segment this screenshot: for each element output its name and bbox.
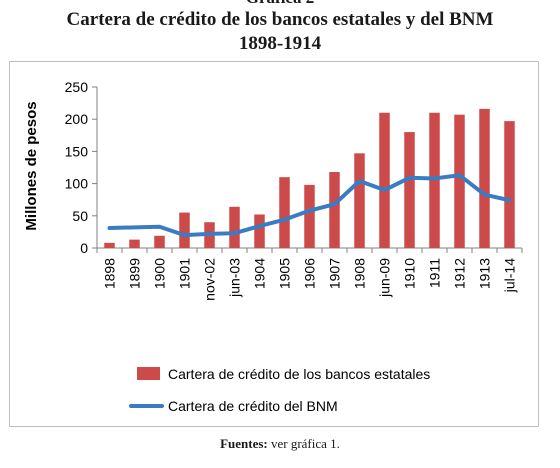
- bar-bancos-estatales: [354, 153, 365, 248]
- bar-bancos-estatales: [104, 242, 115, 248]
- x-tick-label: 1904: [252, 258, 268, 289]
- x-tick-label: nov-02: [202, 258, 218, 301]
- y-tick-label: 200: [65, 111, 89, 127]
- chart-title: Cartera de crédito de los bancos estatal…: [66, 9, 494, 30]
- y-tick-label: 50: [72, 208, 88, 224]
- x-tick-label: 1908: [352, 258, 368, 289]
- bar-bancos-estatales: [154, 235, 165, 248]
- bar-bancos-estatales: [254, 214, 265, 248]
- source-text: ver gráfica 1.: [267, 436, 340, 451]
- x-tick-label: 1905: [277, 258, 293, 289]
- x-tick-label: 1906: [302, 258, 318, 289]
- bar-bancos-estatales: [479, 108, 490, 249]
- bar-bancos-estatales: [304, 184, 315, 248]
- x-tick-label: 1907: [327, 258, 343, 289]
- x-tick-label: 1899: [127, 258, 143, 289]
- x-tick-label: jul-14: [502, 258, 518, 293]
- bar-bancos-estatales: [279, 177, 290, 248]
- y-tick-label: 150: [65, 143, 89, 159]
- x-tick-label: 1911: [427, 258, 443, 288]
- x-tick-label: jun-03: [227, 258, 243, 298]
- bar-bancos-estatales: [404, 132, 415, 248]
- x-tick-label: 1900: [152, 258, 168, 289]
- y-axis-label: Millones de pesos: [23, 101, 40, 230]
- x-tick-label: 1912: [452, 258, 468, 289]
- source-note: Fuentes: ver gráfica 1.: [0, 436, 560, 452]
- y-tick-label: 250: [65, 79, 89, 95]
- bar-bancos-estatales: [504, 121, 515, 248]
- bar-bancos-estatales: [379, 112, 390, 248]
- chart-subtitle: 1898-1914: [238, 33, 322, 54]
- y-tick-label: 100: [65, 176, 89, 192]
- x-tick-label: 1898: [102, 258, 118, 289]
- bar-bancos-estatales: [329, 172, 340, 248]
- bar-bancos-estatales: [229, 206, 240, 248]
- legend-label-bar: Cartera de crédito de los bancos estatal…: [168, 366, 430, 382]
- bar-bancos-estatales: [454, 114, 465, 248]
- source-label: Fuentes:: [220, 436, 268, 451]
- x-tick-label: 1901: [177, 258, 193, 289]
- legend-swatch-bar: [137, 367, 160, 380]
- x-tick-label: 1910: [402, 258, 418, 289]
- figure-number: Gráfica 2: [0, 0, 560, 9]
- legend-label-line: Cartera de crédito del BNM: [168, 398, 338, 414]
- bar-bancos-estatales: [179, 212, 190, 248]
- x-tick-label: 1913: [477, 258, 493, 289]
- bar-bancos-estatales: [129, 239, 140, 248]
- x-tick-label: jun-09: [377, 258, 393, 298]
- y-tick-label: 0: [80, 240, 88, 256]
